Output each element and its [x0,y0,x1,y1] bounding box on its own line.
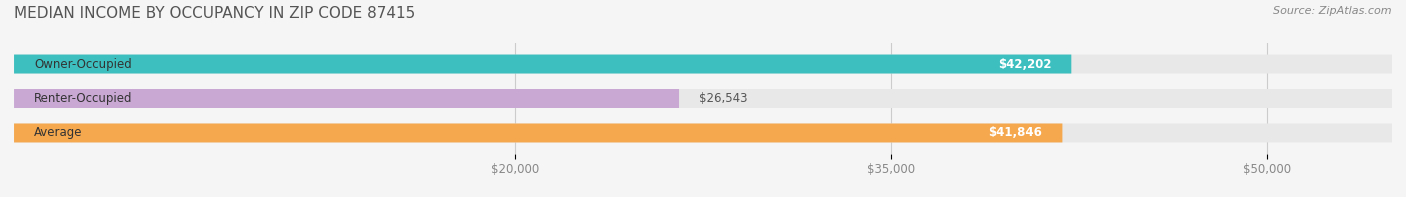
FancyBboxPatch shape [14,124,1063,142]
FancyBboxPatch shape [14,89,679,108]
Text: $41,846: $41,846 [988,126,1042,139]
Text: Owner-Occupied: Owner-Occupied [34,58,132,71]
Text: $42,202: $42,202 [998,58,1052,71]
FancyBboxPatch shape [14,89,1392,108]
FancyBboxPatch shape [14,124,1392,142]
Text: Average: Average [34,126,83,139]
Text: Source: ZipAtlas.com: Source: ZipAtlas.com [1274,6,1392,16]
Text: $26,543: $26,543 [699,92,748,105]
FancyBboxPatch shape [14,55,1071,73]
FancyBboxPatch shape [14,55,1392,73]
Text: Renter-Occupied: Renter-Occupied [34,92,132,105]
Text: MEDIAN INCOME BY OCCUPANCY IN ZIP CODE 87415: MEDIAN INCOME BY OCCUPANCY IN ZIP CODE 8… [14,6,415,21]
